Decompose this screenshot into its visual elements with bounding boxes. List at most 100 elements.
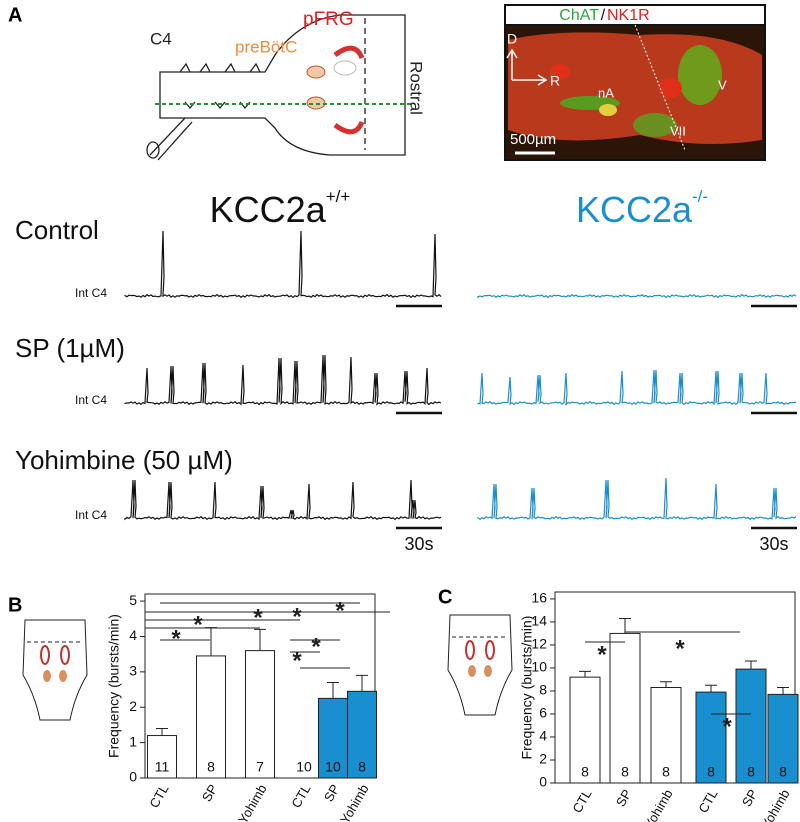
trace: [124, 479, 442, 521]
y-tick-label: 4: [129, 627, 137, 643]
n-label: 8: [662, 764, 670, 780]
brain-icon-nucleus: [40, 645, 50, 665]
bar: [147, 735, 177, 779]
x-tick-label: CTL: [569, 787, 594, 816]
title-sup: -/-: [692, 187, 708, 206]
brain-icon-nucleus: [485, 640, 495, 660]
n-label: 10: [325, 759, 341, 775]
title-sup: +/+: [326, 187, 351, 206]
n-label: 8: [779, 764, 787, 780]
nuclei: [306, 45, 365, 135]
y-tick-label: 14: [531, 613, 547, 629]
y-tick-label: 0: [129, 769, 137, 785]
error-bar: [745, 660, 757, 670]
bar: [196, 655, 226, 779]
label-chat: ChAT: [559, 7, 599, 24]
x-tick-label: CTL: [146, 782, 171, 811]
channel-label: Int C4: [75, 508, 107, 522]
scale-label: 500µm: [510, 131, 556, 148]
title-text: KCC2a: [210, 189, 327, 230]
y-tick-label: 8: [539, 682, 547, 698]
n-label: 8: [358, 759, 366, 775]
label-vii: VII: [670, 123, 686, 138]
label-r: R: [550, 73, 560, 89]
y-tick-label: 16: [531, 590, 547, 606]
y-tick-label: 2: [539, 751, 547, 767]
brain-icon-nucleus: [59, 670, 67, 682]
label-prebotc: preBötC: [235, 37, 297, 56]
x-tick-label: Yohimb: [235, 782, 269, 822]
n-label: 8: [747, 764, 755, 780]
label-slash: /: [601, 7, 606, 24]
bar: [569, 676, 601, 784]
significance-star: *: [335, 597, 345, 624]
bar: [318, 697, 348, 779]
channel-label: Int C4: [75, 286, 107, 300]
title-text: KCC2a: [576, 189, 693, 230]
x-tick-label: Yohimb: [758, 787, 792, 822]
panel-label: C: [438, 586, 452, 608]
channel-label: Int C4: [75, 393, 107, 407]
y-axis-label: Frequency (bursts/min): [519, 616, 535, 760]
label-d: D: [507, 31, 517, 47]
label-na: nA: [598, 85, 614, 100]
label-c4: C4: [150, 29, 172, 48]
column-title: KCC2a-/-: [576, 187, 708, 229]
panel-label: A: [8, 4, 22, 26]
significance-star: *: [722, 713, 732, 740]
error-bar: [156, 727, 168, 736]
x-tick-label: Yohimb: [337, 782, 371, 822]
error-bar: [254, 628, 266, 651]
error-bar: [579, 670, 591, 678]
bar: [609, 632, 641, 784]
x-tick-label: CTL: [695, 787, 720, 816]
brain-icon-nucleus: [484, 665, 492, 677]
significance-star: *: [193, 611, 203, 638]
y-tick-label: 3: [129, 663, 137, 679]
significance-star: *: [171, 625, 181, 652]
n-label: 10: [296, 759, 312, 775]
x-tick-label: SP: [199, 782, 221, 805]
brain-icon: [447, 614, 513, 716]
time-scale-label: 30s: [759, 534, 788, 554]
brain-icon-nucleus: [465, 640, 475, 660]
y-tick-label: 12: [531, 636, 547, 652]
label-v: V: [718, 77, 727, 92]
x-tick-label: SP: [613, 787, 635, 810]
time-scale-label: 30s: [404, 534, 433, 554]
error-bar: [205, 627, 217, 656]
significance-star: *: [292, 647, 302, 674]
error-bar: [619, 617, 631, 634]
error-bar: [705, 684, 717, 693]
trace: [124, 354, 442, 406]
bar: [735, 668, 767, 784]
x-tick-label: SP: [739, 787, 761, 810]
error-bar: [660, 681, 672, 688]
y-tick-label: 10: [531, 659, 547, 675]
x-tick-label: Yohimb: [641, 787, 675, 822]
significance-star: *: [675, 635, 685, 662]
dynamic-content: Control Int C4 SP (1µM) Int C4 Yohimbine (50…: [8, 215, 799, 822]
trace: [124, 230, 442, 299]
trace: [477, 477, 797, 521]
y-tick-label: 0: [539, 774, 547, 790]
significance-star: *: [292, 603, 302, 630]
row-label: SP (1µM): [15, 333, 125, 363]
significance-star: *: [311, 633, 321, 660]
bar: [245, 650, 275, 779]
y-tick-label: 5: [129, 592, 137, 608]
y-axis-label: Frequency (bursts/min): [106, 614, 122, 758]
x-tick-label: SP: [321, 782, 343, 805]
y-tick-label: 2: [129, 698, 137, 714]
y-tick-label: 6: [539, 705, 547, 721]
error-bar: [356, 674, 368, 692]
brain-icon: [22, 619, 88, 721]
column-title: KCC2a+/+: [210, 187, 351, 229]
label-nk1r: NK1R: [607, 7, 650, 24]
trace: [477, 369, 797, 406]
n-label: 7: [256, 759, 264, 775]
row-label: Control: [15, 215, 99, 245]
row-label: Yohimbine (50 µM): [15, 445, 233, 475]
trace: [477, 293, 797, 299]
